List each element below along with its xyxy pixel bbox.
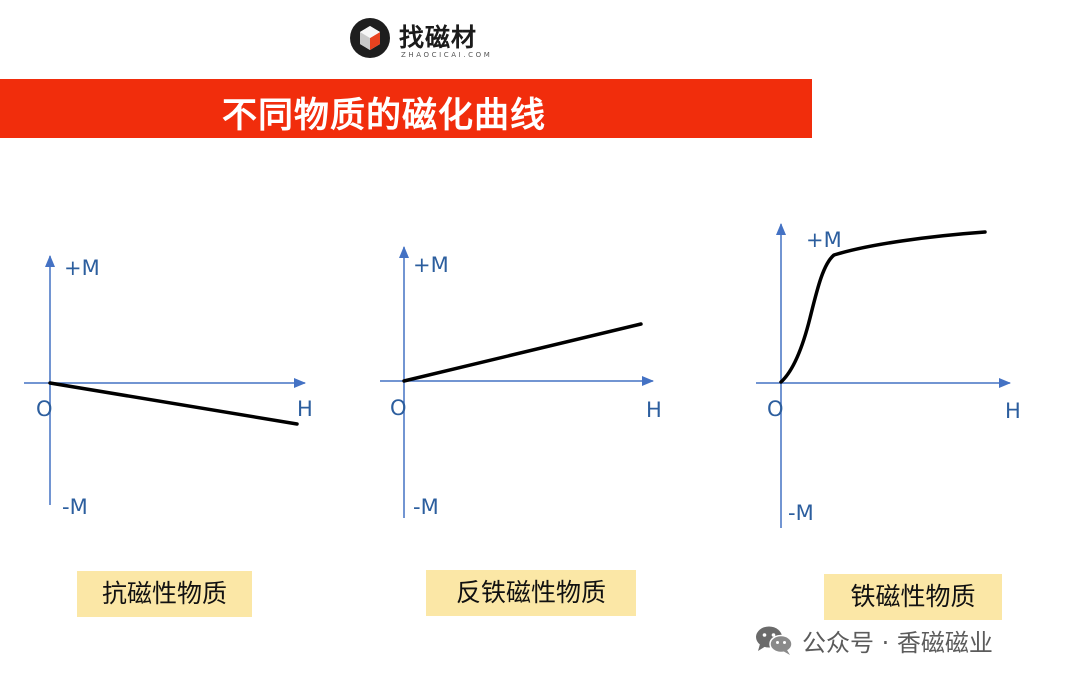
h-label: H: [1005, 399, 1021, 423]
watermark: 公众号 · 香磁磁业: [754, 620, 1074, 660]
plus-m-label: +M: [64, 256, 100, 280]
logo-name: 找磁材: [399, 23, 478, 52]
h-label: H: [297, 397, 313, 421]
plus-m-label: +M: [806, 228, 842, 252]
plus-m-label: +M: [413, 253, 449, 277]
logo-cube-icon: [350, 18, 390, 58]
diagram-diamagnetic: +M O H -M: [24, 255, 313, 519]
caption-antiferromagnetic: 反铁磁性物质: [426, 570, 636, 616]
wechat-icon: [756, 626, 793, 655]
diagram-ferromagnetic: +M O H -M: [756, 223, 1021, 528]
origin-label: O: [390, 396, 407, 420]
caption-diamagnetic: 抗磁性物质: [77, 571, 252, 617]
logo-subtitle: ZHAOCICAI.COM: [401, 51, 493, 59]
h-label: H: [646, 398, 662, 422]
origin-label: O: [767, 397, 784, 421]
watermark-text: 公众号 · 香磁磁业: [802, 629, 993, 657]
magnetization-curve: [402, 322, 643, 383]
diagram-antiferromagnetic: +M O H -M: [380, 246, 662, 519]
origin-label: O: [36, 397, 53, 421]
minus-m-label: -M: [413, 495, 439, 519]
title-bar: 不同物质的磁化曲线: [0, 79, 812, 138]
magnetization-curve: [48, 381, 299, 426]
page-title: 不同物质的磁化曲线: [222, 96, 547, 136]
minus-m-label: -M: [788, 501, 814, 525]
minus-m-label: -M: [62, 495, 88, 519]
logo: 找磁材 ZHAOCICAI.COM: [349, 14, 509, 64]
caption-ferromagnetic: 铁磁性物质: [824, 574, 1002, 620]
magnetization-curve: [779, 230, 987, 384]
